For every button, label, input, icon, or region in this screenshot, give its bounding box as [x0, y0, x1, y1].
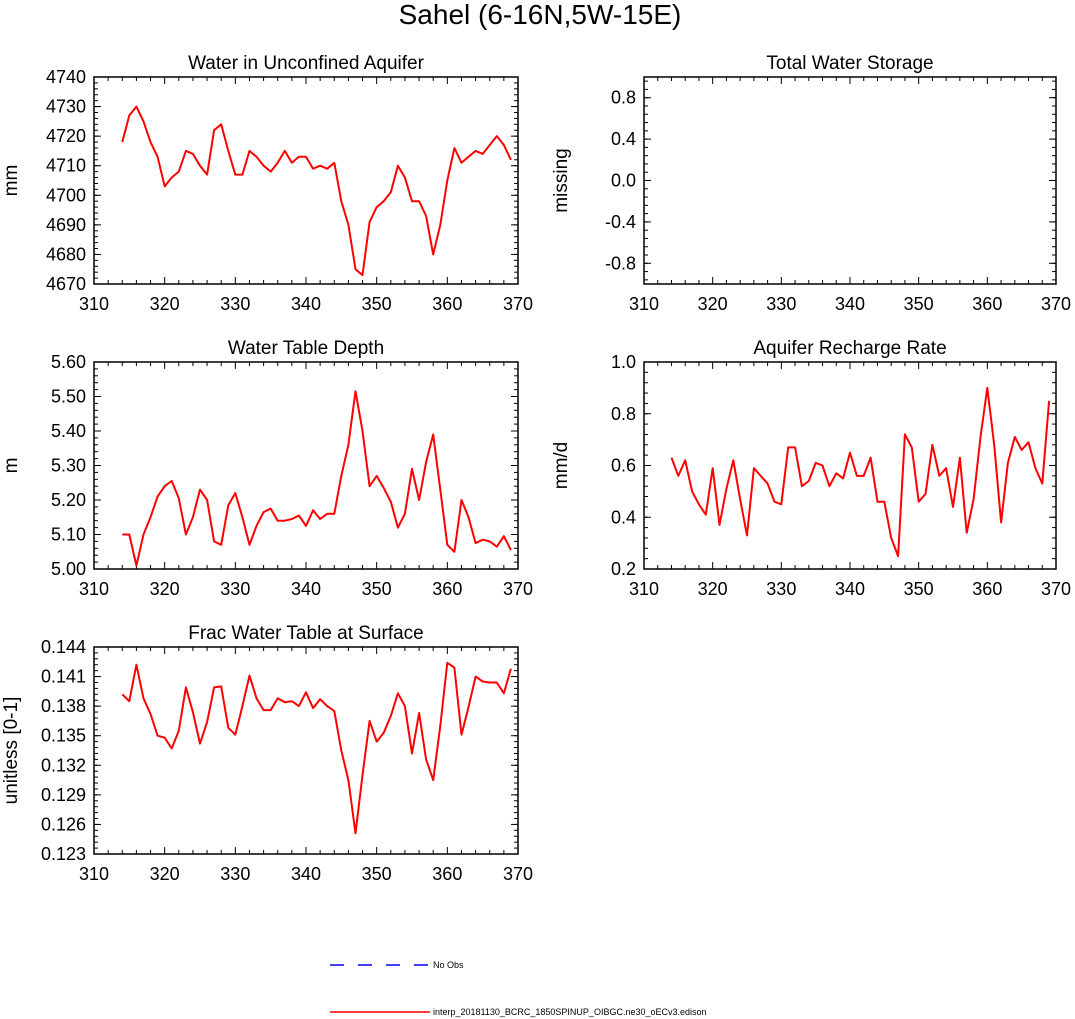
panel-water-unconfined-aquifer: Water in Unconfined Aquifer mm 310 320 330 34…	[1, 53, 533, 314]
y-tick-label: 0.0	[611, 171, 636, 191]
x-tick-label: 350	[362, 294, 392, 314]
panel-title: Water in Unconfined Aquifer	[188, 53, 425, 74]
y-tick-label: 5.10	[51, 525, 86, 545]
x-tick-label: 310	[629, 294, 659, 314]
y-tick-label: 0.8	[611, 404, 636, 424]
y-tick-label: 4680	[46, 244, 86, 264]
x-tick-label: 340	[835, 579, 865, 599]
x-tick-label: 310	[79, 294, 109, 314]
y-axis-label: mm	[1, 165, 22, 197]
plot-frame	[93, 361, 519, 570]
y-tick-label: 0.138	[41, 696, 86, 716]
y-tick-label: 4670	[46, 274, 86, 294]
x-tick-label: 360	[972, 294, 1002, 314]
y-tick-label: 0.2	[611, 559, 636, 579]
legend: No Obs interp_20181130_BCRC_1850SPINUP_O…	[330, 960, 707, 1017]
x-tick-label: 350	[904, 579, 934, 599]
panel-title: Frac Water Table at Surface	[188, 623, 424, 644]
panel-aquifer-recharge-rate: Aquifer Recharge Rate mm/d 310 320 330 340 350…	[551, 338, 1071, 599]
y-tick-label: 4740	[46, 67, 86, 87]
legend-obs-label: No Obs	[433, 960, 464, 970]
x-tick-label: 340	[835, 294, 865, 314]
figure-title: Sahel (6-16N,5W-15E)	[399, 0, 682, 30]
x-tick-label: 320	[698, 294, 728, 314]
y-axis-label: missing	[551, 148, 572, 212]
series-line	[670, 386, 1051, 558]
y-tick-label: 5.20	[51, 490, 86, 510]
x-tick-label: 350	[362, 864, 392, 884]
x-tick-label: 370	[503, 579, 533, 599]
series-line	[121, 105, 512, 277]
y-tick-label: 0.123	[41, 844, 86, 864]
y-tick-label: -0.4	[605, 212, 636, 232]
panel-frac-water-table-surface: Frac Water Table at Surface unitless [0-1…	[1, 623, 533, 884]
y-tick-label: 4730	[46, 97, 86, 117]
x-tick-label: 310	[79, 579, 109, 599]
x-tick-label: 330	[220, 864, 250, 884]
series-line	[121, 661, 512, 835]
y-tick-label: 0.6	[611, 456, 636, 476]
plot-frame	[643, 76, 1057, 285]
x-tick-label: 370	[503, 294, 533, 314]
x-tick-label: 360	[432, 864, 462, 884]
x-tick-label: 310	[629, 579, 659, 599]
x-tick-label: 370	[503, 864, 533, 884]
plot-frame	[643, 361, 1057, 570]
y-tick-label: 4720	[46, 126, 86, 146]
panel-title: Total Water Storage	[766, 53, 933, 74]
x-tick-label: 360	[432, 579, 462, 599]
y-axis-label: mm/d	[551, 442, 572, 490]
y-tick-label: -0.8	[605, 253, 636, 273]
x-tick-label: 360	[432, 294, 462, 314]
x-tick-label: 370	[1041, 294, 1071, 314]
y-tick-label: 4690	[46, 215, 86, 235]
y-tick-label: 0.144	[41, 637, 86, 657]
y-tick-label: 0.4	[611, 507, 636, 527]
x-tick-label: 330	[220, 579, 250, 599]
y-tick-label: 5.40	[51, 421, 86, 441]
y-tick-label: 0.132	[41, 755, 86, 775]
x-tick-label: 320	[150, 579, 180, 599]
plot-frame	[93, 76, 519, 285]
x-tick-label: 360	[972, 579, 1002, 599]
panel-total-water-storage: Total Water Storage missing 310 320 330 340 35…	[551, 53, 1071, 314]
x-tick-label: 330	[766, 294, 796, 314]
x-tick-label: 310	[79, 864, 109, 884]
plot-frame	[93, 646, 519, 855]
y-axis-label: m	[1, 458, 22, 474]
x-tick-label: 320	[150, 864, 180, 884]
x-tick-label: 320	[150, 294, 180, 314]
y-tick-label: 4700	[46, 185, 86, 205]
y-tick-label: 5.60	[51, 352, 86, 372]
x-tick-label: 350	[362, 579, 392, 599]
x-tick-label: 330	[220, 294, 250, 314]
y-tick-label: 5.00	[51, 559, 86, 579]
y-tick-label: 0.141	[41, 667, 86, 687]
x-tick-label: 340	[291, 579, 321, 599]
x-tick-label: 330	[766, 579, 796, 599]
y-tick-label: 0.8	[611, 88, 636, 108]
y-tick-label: 5.50	[51, 387, 86, 407]
y-tick-label: 4710	[46, 156, 86, 176]
x-tick-label: 340	[291, 294, 321, 314]
y-tick-label: 0.135	[41, 726, 86, 746]
panel-water-table-depth: Water Table Depth m 310 320 330 340 350 360 370 5…	[1, 338, 533, 599]
x-tick-label: 370	[1041, 579, 1071, 599]
y-tick-label: 0.4	[611, 129, 636, 149]
y-tick-label: 1.0	[611, 352, 636, 372]
x-tick-label: 320	[698, 579, 728, 599]
y-tick-label: 0.129	[41, 785, 86, 805]
y-axis-label: unitless [0-1]	[1, 697, 22, 805]
y-tick-label: 5.30	[51, 456, 86, 476]
series-line	[122, 390, 512, 567]
x-tick-label: 340	[291, 864, 321, 884]
x-tick-label: 350	[904, 294, 934, 314]
y-tick-label: 0.126	[41, 814, 86, 834]
panel-title: Aquifer Recharge Rate	[753, 338, 946, 359]
panel-title: Water Table Depth	[228, 338, 384, 359]
legend-model-label: interp_20181130_BCRC_1850SPINUP_OIBGC.ne…	[433, 1007, 707, 1017]
